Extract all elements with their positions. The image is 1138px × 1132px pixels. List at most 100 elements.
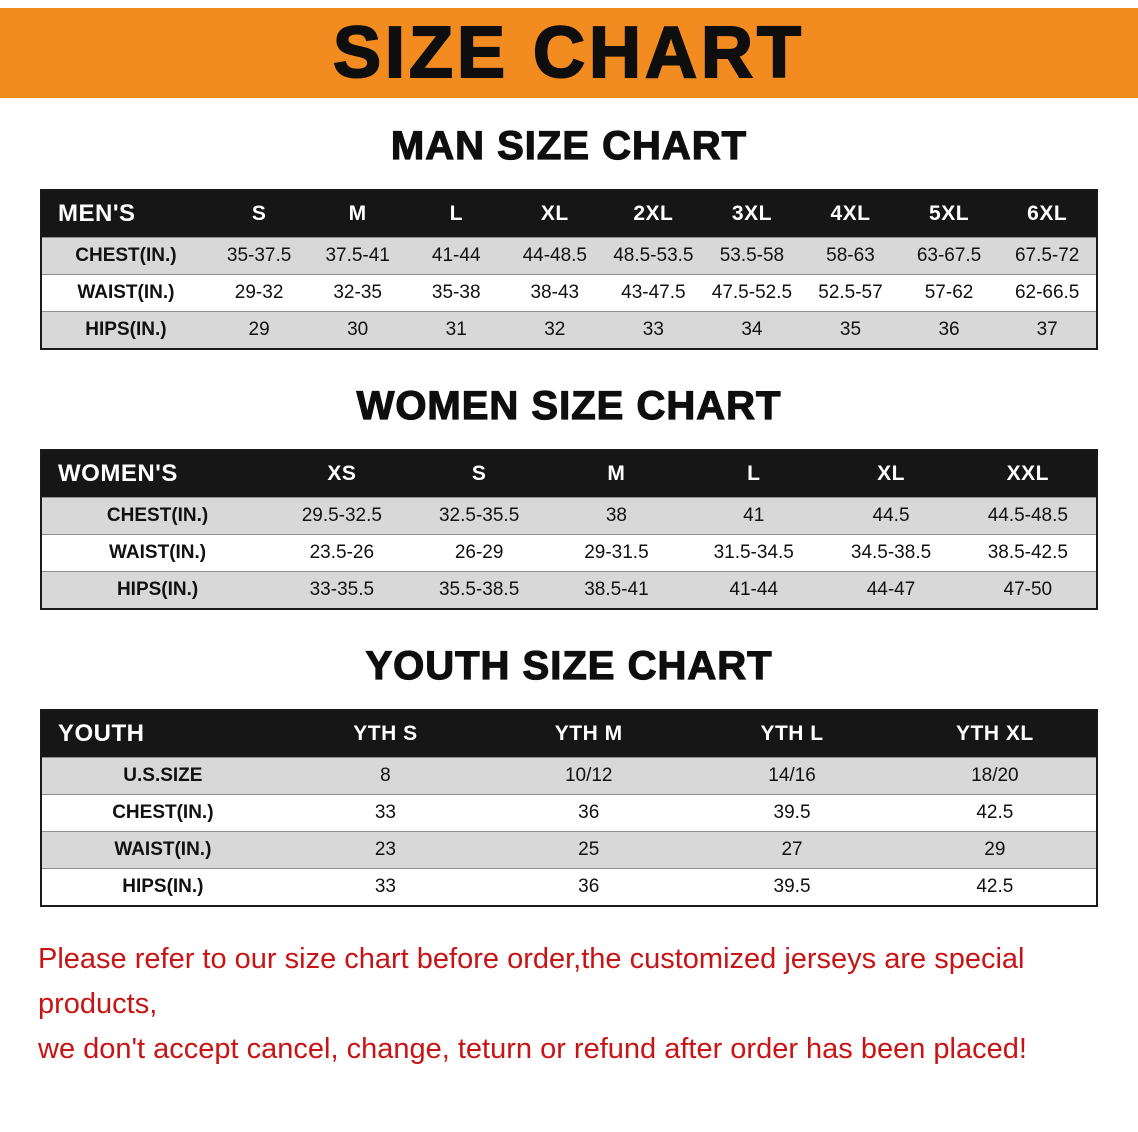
size-value-cell: 32	[505, 311, 605, 349]
size-column-header: 2XL	[633, 202, 674, 225]
size-value-cell: 53.5-58	[702, 237, 802, 275]
size-value-cell: 37	[998, 311, 1097, 349]
size-value-cell: 31	[406, 311, 506, 349]
size-column-header: L	[449, 202, 463, 225]
size-value-cell: 30	[308, 311, 407, 349]
size-value-cell: 63-67.5	[899, 237, 999, 275]
men-size-section: MAN SIZE CHART MEN'S S M L XL 2XL 3XL 4XL 5XL 6XL…	[0, 123, 1138, 350]
measurement-row: WAIST(IN.) 23 25 27 29	[41, 831, 1097, 869]
size-value-cell: 26-29	[410, 534, 548, 572]
size-value-cell: 29	[209, 311, 309, 349]
size-value-cell: 25	[487, 831, 691, 869]
size-value-cell: 29-32	[209, 274, 309, 312]
measurement-row: CHEST(IN.) 33 36 39.5 42.5	[41, 794, 1097, 832]
measurement-row: WAIST(IN.) 29-32 32-35 35-38 38-43 43-47.5 47.…	[41, 274, 1097, 312]
size-value-cell: 23	[283, 831, 488, 869]
size-chart-banner: SIZE CHART	[0, 8, 1138, 98]
size-value-cell: 41	[685, 497, 823, 535]
size-value-cell: 32.5-35.5	[410, 497, 548, 535]
size-column-header: M	[348, 202, 367, 225]
disclaimer-line-1: Please refer to our size chart before or…	[38, 943, 1025, 1020]
size-value-cell: 33	[283, 794, 488, 832]
size-column-header: L	[747, 462, 761, 485]
size-value-cell: 38.5-41	[547, 571, 686, 609]
size-column-header: XXL	[1006, 462, 1049, 485]
size-value-cell: 36	[899, 311, 999, 349]
size-value-cell: 57-62	[899, 274, 999, 312]
size-value-cell: 38.5-42.5	[959, 534, 1097, 572]
table-title-cell: YOUTH	[58, 720, 145, 747]
banner-title: SIZE CHART	[332, 12, 805, 94]
row-label-cell: HIPS(IN.)	[41, 868, 284, 906]
size-value-cell: 29.5-32.5	[273, 497, 411, 535]
table-header-row: YOUTH YTH S YTH M YTH L YTH XL	[41, 710, 1097, 758]
size-column-header: XL	[540, 202, 569, 225]
size-value-cell: 38-43	[505, 274, 605, 312]
size-value-cell: 29	[893, 831, 1097, 869]
measurement-row: HIPS(IN.) 33-35.5 35.5-38.5 38.5-41 41-44 44-…	[41, 571, 1097, 609]
size-value-cell: 38	[547, 497, 686, 535]
size-value-cell: 41-44	[685, 571, 823, 609]
size-column-header: 5XL	[929, 202, 970, 225]
row-label-cell: CHEST(IN.)	[41, 497, 274, 535]
size-value-cell: 67.5-72	[998, 237, 1097, 275]
size-value-cell: 18/20	[893, 757, 1097, 795]
size-value-cell: 33	[604, 311, 703, 349]
women-size-table: WOMEN'S XS S M L XL XXL CHEST(IN.) 29.5-32.5 32.5…	[40, 449, 1098, 610]
size-column-header: YTH XL	[956, 722, 1034, 745]
men-section-heading: MAN SIZE CHART	[390, 123, 748, 168]
size-column-header: YTH S	[353, 722, 418, 745]
row-label-cell: U.S.SIZE	[41, 757, 284, 795]
size-value-cell: 36	[487, 794, 691, 832]
men-size-table: MEN'S S M L XL 2XL 3XL 4XL 5XL 6XL CHEST(IN.) 35-37…	[40, 189, 1098, 350]
row-label-cell: WAIST(IN.)	[41, 831, 284, 869]
size-value-cell: 58-63	[801, 237, 900, 275]
disclaimer-line-2: we don't accept cancel, change, teturn o…	[38, 1032, 1027, 1065]
size-value-cell: 48.5-53.5	[604, 237, 703, 275]
youth-size-table: YOUTH YTH S YTH M YTH L YTH XL U.S.SIZE 8 10/12…	[40, 709, 1098, 907]
size-value-cell: 44.5	[822, 497, 960, 535]
size-value-cell: 42.5	[893, 868, 1097, 906]
row-label-cell: CHEST(IN.)	[41, 237, 210, 275]
size-value-cell: 62-66.5	[998, 274, 1097, 312]
row-label-cell: CHEST(IN.)	[41, 794, 284, 832]
size-value-cell: 35-37.5	[209, 237, 309, 275]
row-label-cell: HIPS(IN.)	[41, 311, 210, 349]
size-value-cell: 8	[283, 757, 488, 795]
size-value-cell: 39.5	[690, 868, 894, 906]
row-label-cell: HIPS(IN.)	[41, 571, 274, 609]
size-value-cell: 52.5-57	[801, 274, 900, 312]
table-title-cell: WOMEN'S	[58, 460, 178, 487]
size-value-cell: 27	[690, 831, 894, 869]
measurement-row: WAIST(IN.) 23.5-26 26-29 29-31.5 31.5-34.5 34…	[41, 534, 1097, 572]
women-section-heading: WOMEN SIZE CHART	[356, 383, 782, 428]
size-column-header: YTH L	[760, 722, 824, 745]
measurement-row: U.S.SIZE 8 10/12 14/16 18/20	[41, 757, 1097, 795]
size-value-cell: 43-47.5	[604, 274, 703, 312]
row-label-cell: WAIST(IN.)	[41, 534, 274, 572]
table-header-row: MEN'S S M L XL 2XL 3XL 4XL 5XL 6XL	[41, 190, 1097, 238]
measurement-row: HIPS(IN.) 33 36 39.5 42.5	[41, 868, 1097, 906]
measurement-row: HIPS(IN.) 29 30 31 32 33 34 35 36 37	[41, 311, 1097, 349]
size-value-cell: 29-31.5	[547, 534, 686, 572]
size-value-cell: 39.5	[690, 794, 894, 832]
size-value-cell: 33	[283, 868, 488, 906]
size-value-cell: 44.5-48.5	[959, 497, 1097, 535]
size-column-header: XS	[327, 462, 357, 485]
size-column-header: YTH M	[554, 722, 623, 745]
size-value-cell: 44-47	[822, 571, 960, 609]
size-value-cell: 41-44	[406, 237, 506, 275]
size-value-cell: 23.5-26	[273, 534, 411, 572]
size-column-header: XL	[877, 462, 905, 485]
youth-size-section: YOUTH SIZE CHART YOUTH YTH S YTH M YTH L YTH…	[0, 643, 1138, 907]
size-value-cell: 34	[702, 311, 802, 349]
row-label-cell: WAIST(IN.)	[41, 274, 210, 312]
size-value-cell: 47-50	[959, 571, 1097, 609]
size-value-cell: 31.5-34.5	[685, 534, 823, 572]
size-column-header: M	[607, 462, 626, 485]
size-value-cell: 44-48.5	[505, 237, 605, 275]
size-value-cell: 14/16	[690, 757, 894, 795]
size-value-cell: 42.5	[893, 794, 1097, 832]
size-column-header: 3XL	[731, 202, 772, 225]
